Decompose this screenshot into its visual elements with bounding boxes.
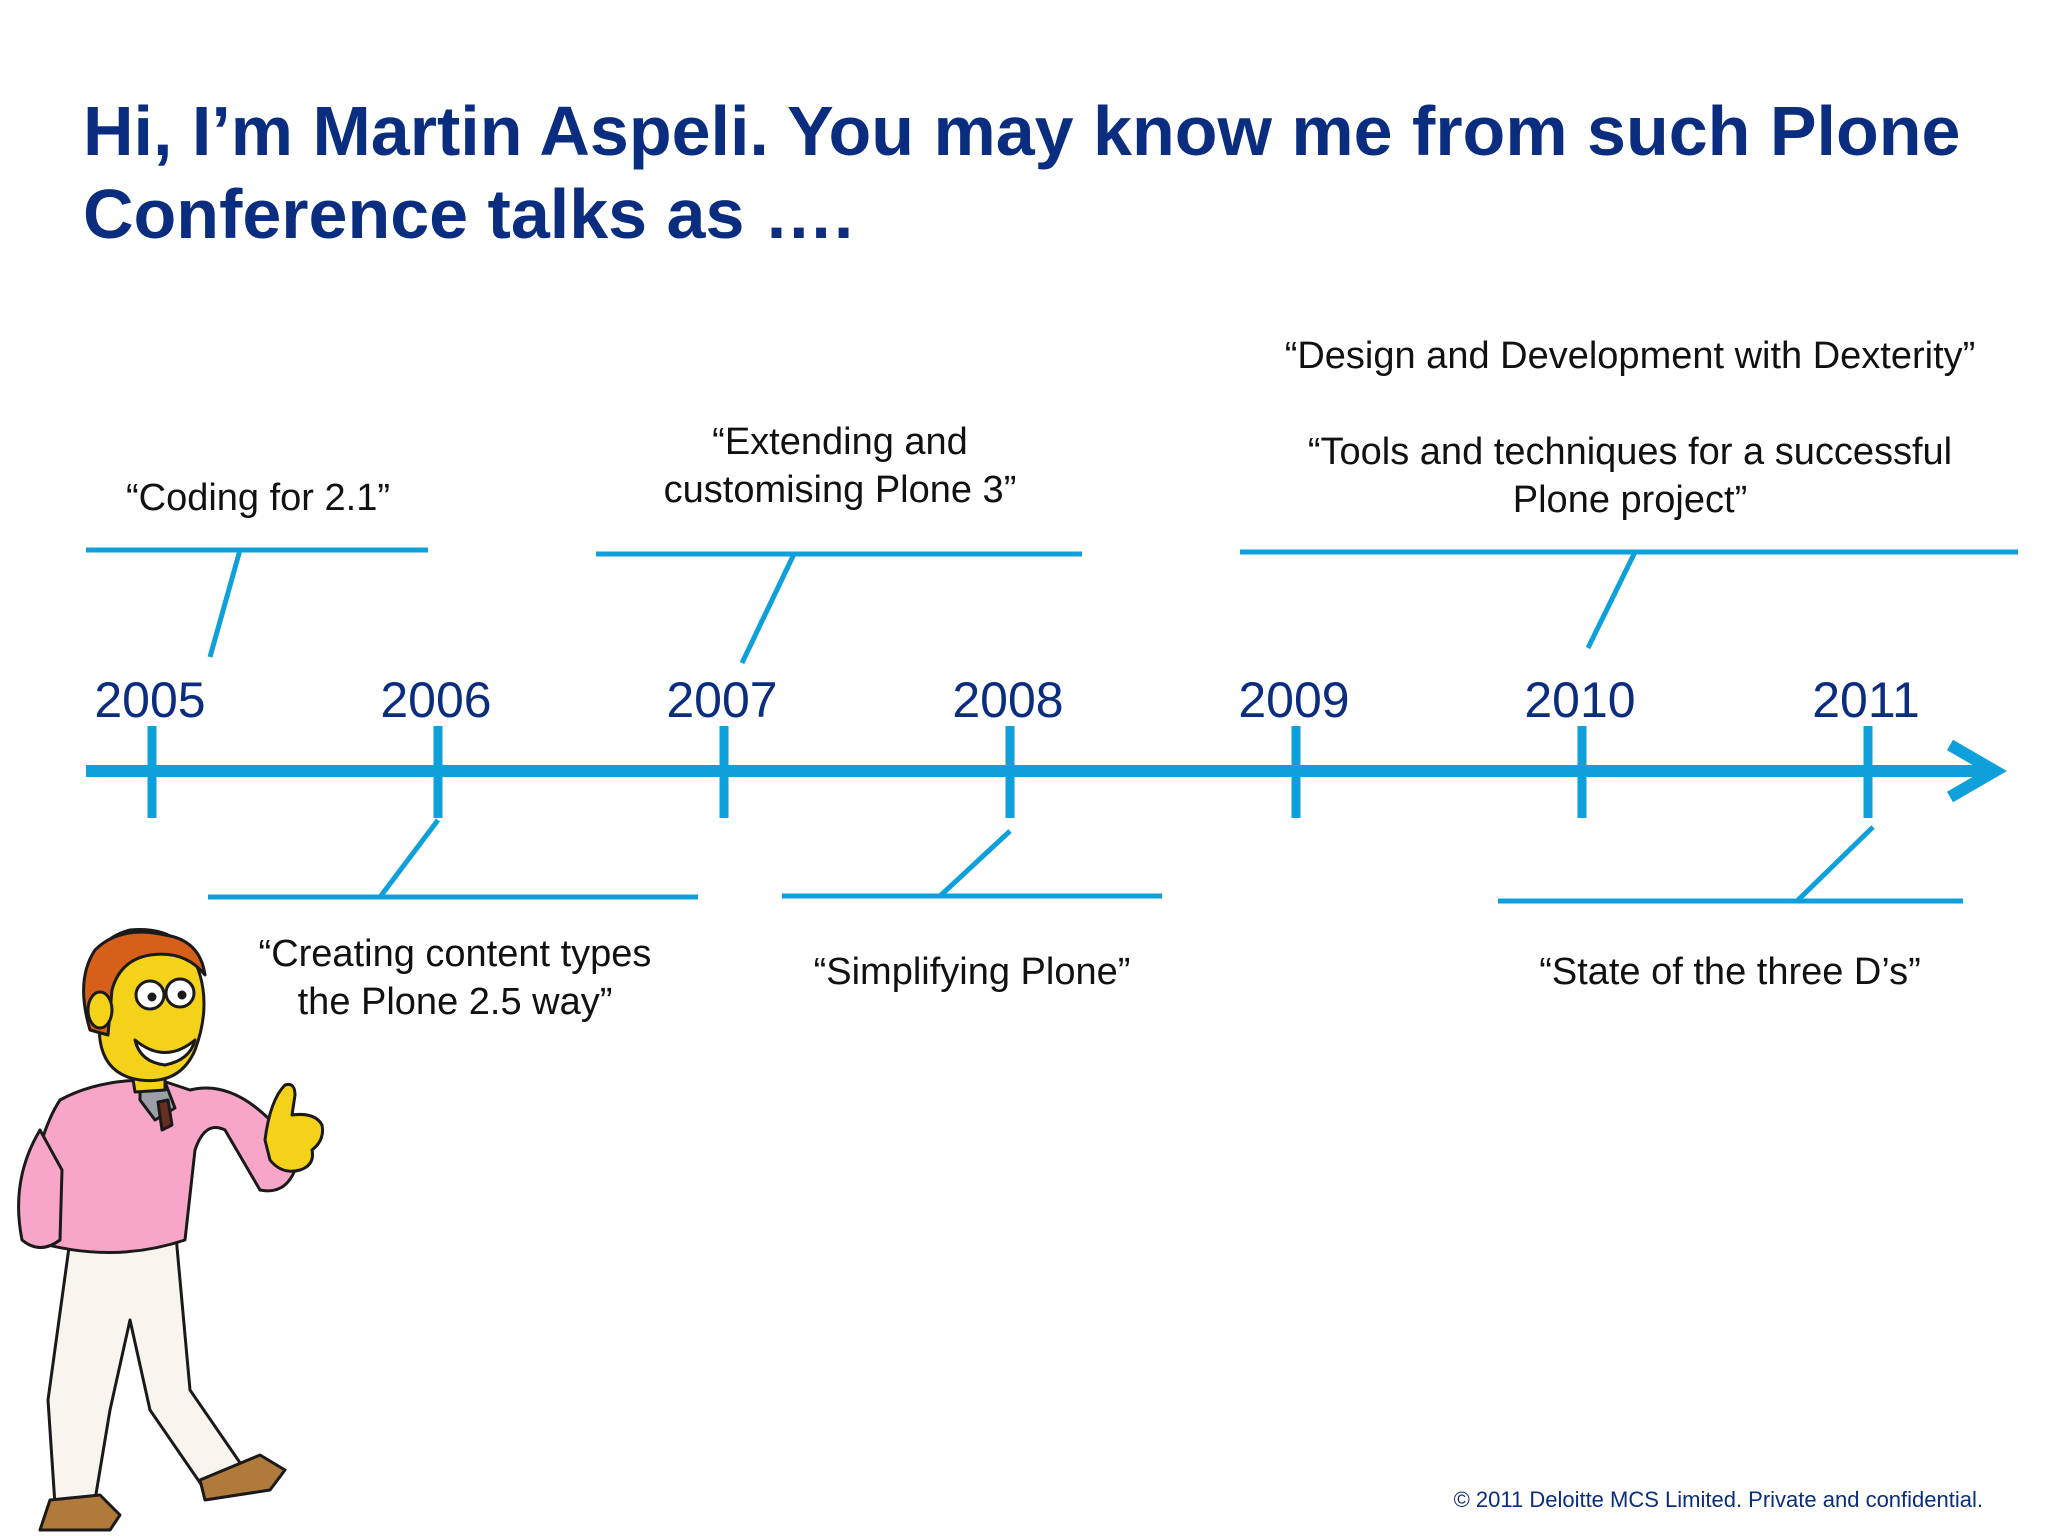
- talk-line: “Tools and techniques for a successful: [1307, 431, 1953, 473]
- tie: [156, 1098, 174, 1132]
- smile: [133, 1038, 197, 1067]
- right-shoe: [198, 1453, 287, 1502]
- talk-extending-plone3: “Extending and customising Plone 3”: [620, 418, 1060, 514]
- talk-three-ds: “State of the three D’s”: [1500, 948, 1960, 996]
- year-label-2010: 2010: [1524, 672, 1636, 728]
- callout-coding-for-21: [86, 547, 428, 658]
- talk-line: “State of the three D’s”: [1539, 951, 1921, 993]
- talk-simplifying-plone: “Simplifying Plone”: [782, 948, 1162, 996]
- talk-line: “Creating content types: [258, 933, 652, 975]
- year-label-2011: 2011: [1812, 672, 1920, 728]
- talk-line: the Plone 2.5 way”: [297, 981, 613, 1023]
- timeline-arrowhead: [1946, 739, 2007, 803]
- left-shoe: [38, 1493, 122, 1532]
- left-arm: [17, 1128, 64, 1249]
- year-label-2007: 2007: [666, 672, 778, 728]
- slide-title: Hi, I’m Martin Aspeli. You may know me f…: [83, 92, 1961, 253]
- hair: [82, 930, 207, 1037]
- year-label-2008: 2008: [952, 672, 1064, 728]
- talk-line: “Design and Development with Dexterity”: [1284, 335, 1976, 377]
- talk-dexterity-tools: “Design and Development with Dexterity” …: [1240, 332, 2020, 524]
- talk-line: “Simplifying Plone”: [813, 951, 1131, 993]
- pointing-hand: [263, 1083, 324, 1173]
- talk-line: “Coding for 2.1”: [125, 477, 390, 519]
- callout-extending-plone3: [596, 551, 1082, 665]
- callout-content-types-25: [208, 818, 698, 900]
- year-label-2009: 2009: [1238, 672, 1350, 728]
- copyright-footer: © 2011 Deloitte MCS Limited. Private and…: [1453, 1487, 1983, 1512]
- callout-three-ds: [1498, 825, 1963, 904]
- year-label-2006: 2006: [380, 672, 492, 728]
- year-ticks: [147, 726, 1873, 818]
- trousers: [46, 1223, 247, 1507]
- talk-line: “Extending and: [712, 421, 968, 463]
- talk-line: Plone project”: [1512, 479, 1748, 521]
- talk-coding-for-21: “Coding for 2.1”: [98, 474, 418, 522]
- talk-content-types-25: “Creating content types the Plone 2.5 wa…: [220, 930, 690, 1026]
- callout-dexterity-tools: [1240, 549, 2018, 650]
- talk-line: customising Plone 3”: [663, 469, 1017, 511]
- callout-simplifying-plone: [782, 829, 1162, 899]
- year-label-2005: 2005: [94, 672, 206, 728]
- ear: [86, 990, 114, 1030]
